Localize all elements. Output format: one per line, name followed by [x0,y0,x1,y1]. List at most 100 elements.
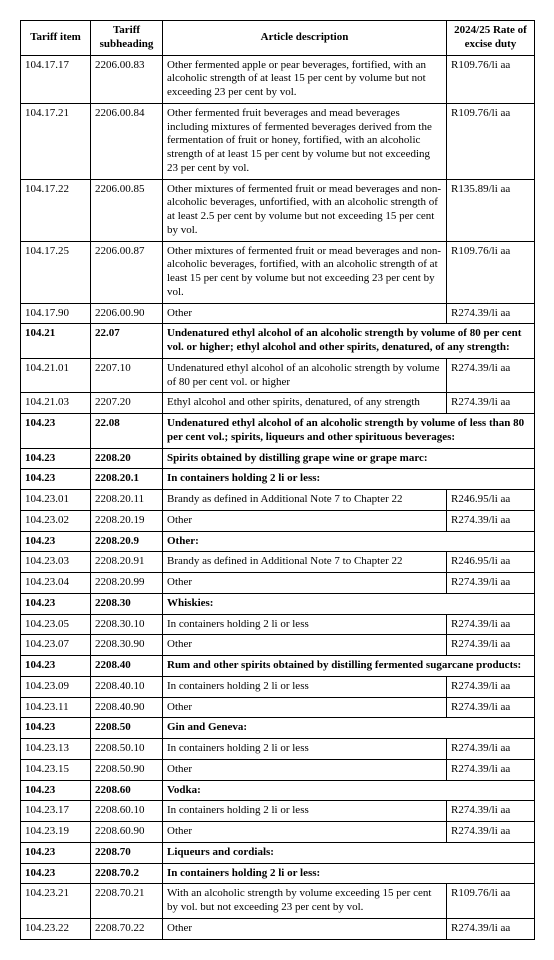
cell-description: Other [163,759,447,780]
cell-tariff-subheading: 2208.20.99 [91,573,163,594]
table-row: 104.2122.07Undenatured ethyl alcohol of … [21,324,535,359]
cell-tariff-item: 104.23.07 [21,635,91,656]
cell-tariff-subheading: 2208.40.90 [91,697,163,718]
cell-tariff-item: 104.23.17 [21,801,91,822]
cell-tariff-item: 104.23.22 [21,918,91,939]
cell-description: Brandy as defined in Additional Note 7 t… [163,490,447,511]
cell-tariff-subheading: 2208.50.10 [91,739,163,760]
table-row: 104.23.172208.60.10In containers holding… [21,801,535,822]
cell-rate: R274.39/li aa [447,614,535,635]
cell-tariff-item: 104.23 [21,656,91,677]
cell-description: In containers holding 2 li or less [163,676,447,697]
cell-tariff-subheading: 2208.70.21 [91,884,163,919]
cell-description: Other fermented fruit beverages and mead… [163,103,447,179]
table-row: 104.23.042208.20.99OtherR274.39/li aa [21,573,535,594]
cell-tariff-subheading: 2208.50.90 [91,759,163,780]
cell-rate: R109.76/li aa [447,55,535,103]
cell-tariff-subheading: 2208.20.19 [91,510,163,531]
table-row: 104.23.212208.70.21With an alcoholic str… [21,884,535,919]
table-row: 104.232208.70.2In containers holding 2 l… [21,863,535,884]
cell-rate: R274.39/li aa [447,510,535,531]
cell-tariff-subheading: 2206.00.84 [91,103,163,179]
cell-tariff-subheading: 2208.20 [91,448,163,469]
cell-tariff-subheading: 2208.20.11 [91,490,163,511]
cell-description: In containers holding 2 li or less: [163,863,535,884]
cell-description: Undenatured ethyl alcohol of an alcoholi… [163,414,535,449]
cell-tariff-subheading: 2206.00.83 [91,55,163,103]
cell-rate: R109.76/li aa [447,103,535,179]
cell-description: Brandy as defined in Additional Note 7 t… [163,552,447,573]
cell-tariff-item: 104.23 [21,469,91,490]
cell-tariff-item: 104.23.02 [21,510,91,531]
cell-rate: R274.39/li aa [447,697,535,718]
cell-tariff-item: 104.21.01 [21,358,91,393]
cell-tariff-item: 104.23 [21,863,91,884]
cell-description: Other mixtures of fermented fruit or mea… [163,241,447,303]
table-row: 104.23.112208.40.90OtherR274.39/li aa [21,697,535,718]
table-row: 104.17.222206.00.85Other mixtures of fer… [21,179,535,241]
cell-rate: R246.95/li aa [447,490,535,511]
cell-tariff-subheading: 22.08 [91,414,163,449]
cell-tariff-item: 104.23 [21,531,91,552]
cell-tariff-item: 104.23.01 [21,490,91,511]
cell-tariff-item: 104.17.22 [21,179,91,241]
cell-tariff-item: 104.23.11 [21,697,91,718]
cell-rate: R135.89/li aa [447,179,535,241]
cell-rate: R274.39/li aa [447,393,535,414]
cell-description: Other fermented apple or pear beverages,… [163,55,447,103]
cell-tariff-subheading: 2207.10 [91,358,163,393]
cell-description: Whiskies: [163,593,535,614]
cell-tariff-subheading: 2208.60 [91,780,163,801]
cell-rate: R246.95/li aa [447,552,535,573]
table-row: 104.21.012207.10Undenatured ethyl alcoho… [21,358,535,393]
cell-tariff-subheading: 2208.40.10 [91,676,163,697]
cell-tariff-subheading: 2208.30.90 [91,635,163,656]
cell-tariff-item: 104.21 [21,324,91,359]
cell-rate: R274.39/li aa [447,635,535,656]
table-row: 104.232208.20.1In containers holding 2 l… [21,469,535,490]
cell-tariff-item: 104.23 [21,593,91,614]
cell-description: Other [163,303,447,324]
table-row: 104.2322.08Undenatured ethyl alcohol of … [21,414,535,449]
table-row: 104.17.902206.00.90OtherR274.39/li aa [21,303,535,324]
cell-tariff-subheading: 2208.30 [91,593,163,614]
cell-rate: R274.39/li aa [447,801,535,822]
cell-tariff-subheading: 2208.60.90 [91,822,163,843]
cell-tariff-subheading: 2208.20.91 [91,552,163,573]
cell-tariff-item: 104.17.90 [21,303,91,324]
cell-tariff-item: 104.23 [21,448,91,469]
cell-description: Other [163,822,447,843]
header-tariff-subheading: Tariff subheading [91,21,163,56]
cell-description: In containers holding 2 li or less [163,614,447,635]
table-row: 104.23.192208.60.90OtherR274.39/li aa [21,822,535,843]
table-row: 104.232208.70Liqueurs and cordials: [21,842,535,863]
header-article-description: Article description [163,21,447,56]
cell-description: Spirits obtained by distilling grape win… [163,448,535,469]
table-row: 104.17.172206.00.83Other fermented apple… [21,55,535,103]
header-tariff-item: Tariff item [21,21,91,56]
cell-tariff-item: 104.23.21 [21,884,91,919]
cell-description: Vodka: [163,780,535,801]
cell-description: Other [163,635,447,656]
cell-tariff-item: 104.17.21 [21,103,91,179]
table-row: 104.23.022208.20.19OtherR274.39/li aa [21,510,535,531]
cell-description: Ethyl alcohol and other spirits, denatur… [163,393,447,414]
table-row: 104.23.072208.30.90OtherR274.39/li aa [21,635,535,656]
table-row: 104.232208.20.9Other: [21,531,535,552]
cell-tariff-subheading: 2208.30.10 [91,614,163,635]
cell-rate: R109.76/li aa [447,241,535,303]
cell-tariff-item: 104.17.17 [21,55,91,103]
cell-tariff-subheading: 2208.20.9 [91,531,163,552]
cell-tariff-item: 104.17.25 [21,241,91,303]
table-row: 104.232208.60Vodka: [21,780,535,801]
cell-rate: R274.39/li aa [447,676,535,697]
cell-description: Undenatured ethyl alcohol of an alcoholi… [163,324,535,359]
cell-tariff-item: 104.23.04 [21,573,91,594]
table-row: 104.232208.50Gin and Geneva: [21,718,535,739]
cell-tariff-item: 104.23 [21,718,91,739]
cell-tariff-subheading: 2208.70.22 [91,918,163,939]
cell-tariff-item: 104.23.09 [21,676,91,697]
cell-description: Undenatured ethyl alcohol of an alcoholi… [163,358,447,393]
cell-tariff-subheading: 2208.40 [91,656,163,677]
cell-tariff-item: 104.23.03 [21,552,91,573]
